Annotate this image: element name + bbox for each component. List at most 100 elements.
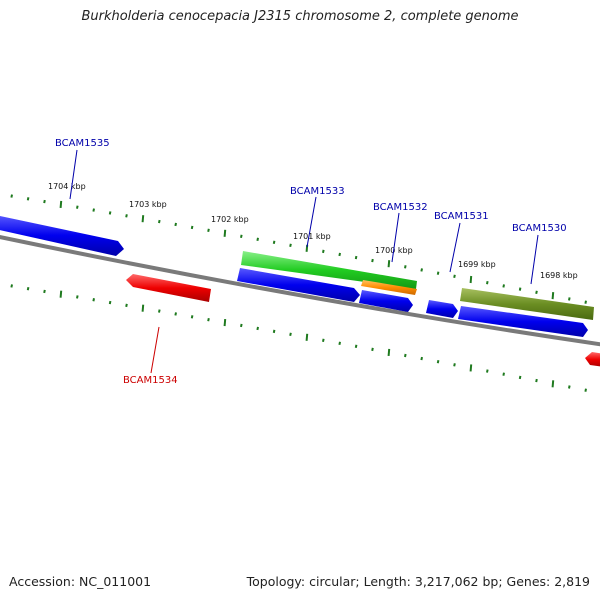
ruler-tick-lower-minor	[108, 300, 112, 305]
ruler-tick-lower-minor	[535, 378, 538, 383]
ruler-tick-lower-minor	[518, 375, 522, 380]
ruler-tick-lower-minor	[190, 315, 194, 319]
feature-bar-green[interactable]	[241, 251, 417, 289]
ruler-tick-upper-minor	[174, 222, 177, 227]
gene-arrow-bcam1535[interactable]	[0, 215, 124, 256]
ruler-tick-upper-minor	[371, 258, 374, 263]
leader-line-bcam1535	[69, 149, 78, 200]
ruler-tick-upper-minor	[535, 290, 538, 295]
ruler-tick-lower-minor	[207, 317, 210, 322]
ruler-tick-lower-minor	[158, 309, 161, 313]
gene-label-bcam1533[interactable]: BCAM1533	[290, 186, 345, 197]
ruler-tick-upper-minor	[76, 205, 79, 209]
ruler-tick-upper-minor	[10, 194, 13, 198]
ruler-tick-lower-minor	[420, 356, 423, 361]
ruler-tick-lower-minor	[10, 284, 13, 288]
ruler-tick-upper-minor	[338, 252, 341, 257]
genome-backbone	[0, 235, 600, 347]
ruler-tick-lower-minor	[43, 289, 46, 294]
ruler-tick-upper-minor	[584, 300, 587, 304]
ruler-tick-lower-minor	[486, 369, 489, 373]
ruler-tick-lower-major	[59, 290, 63, 298]
ruler-label-1704: 1704 kbp	[48, 182, 86, 191]
ruler-tick-upper-major	[59, 200, 63, 208]
ruler-tick-lower-minor	[453, 363, 456, 367]
ruler-tick-upper-major	[141, 215, 145, 223]
ruler-tick-upper-minor	[502, 284, 505, 288]
ruler-tick-lower-major	[469, 364, 473, 372]
ruler-tick-upper-minor	[108, 211, 112, 215]
ruler-tick-lower-minor	[272, 329, 276, 334]
ruler-tick-lower-major	[141, 304, 145, 312]
ruler-tick-upper-minor	[420, 268, 423, 272]
ruler-tick-lower-minor	[26, 287, 30, 291]
ruler-tick-upper-minor	[256, 237, 259, 241]
ruler-label-1703: 1703 kbp	[129, 200, 167, 209]
gene-arrow-bcam1531[interactable]	[426, 300, 458, 318]
ruler-tick-lower-minor	[436, 359, 440, 364]
ruler-tick-upper-minor	[207, 228, 210, 233]
feature-bar-olive[interactable]	[460, 288, 594, 320]
ruler-tick-upper-minor	[26, 197, 30, 201]
ruler-tick-upper-minor	[354, 255, 358, 260]
ruler-tick-upper-minor	[125, 214, 128, 218]
leader-line-bcam1532	[391, 212, 400, 263]
gene-label-bcam1530[interactable]: BCAM1530	[512, 223, 567, 234]
ruler-tick-upper-minor	[518, 287, 522, 291]
accession-text: Accession: NC_011001	[9, 574, 152, 589]
ruler-tick-lower-minor	[322, 338, 325, 342]
ruler-tick-lower-minor	[256, 326, 259, 331]
ruler-tick-upper-minor	[436, 271, 440, 275]
ruler-tick-lower-major	[305, 333, 309, 341]
ruler-tick-upper-minor	[240, 234, 243, 238]
ruler-tick-upper-minor	[322, 249, 325, 254]
ruler-tick-lower-minor	[354, 344, 358, 349]
gene-label-bcam1535[interactable]: BCAM1535	[55, 138, 110, 149]
ruler-tick-upper-minor	[92, 208, 95, 212]
ruler-tick-lower-minor	[404, 353, 407, 358]
ruler-tick-lower-minor	[502, 372, 505, 376]
lower-tick-row	[10, 284, 587, 392]
gene-arrow-bcam1532[interactable]	[359, 290, 413, 312]
ruler-label-1699: 1699 kbp	[458, 260, 496, 269]
ruler-tick-lower-minor	[584, 388, 587, 392]
ruler-label-1702: 1702 kbp	[211, 215, 249, 224]
leader-line-bcam1533	[306, 196, 317, 248]
gene-arrow-bcam1533[interactable]	[237, 268, 360, 302]
ruler-tick-upper-minor	[43, 199, 46, 204]
gene-arrow-bcam1530[interactable]	[458, 306, 588, 337]
ruler-tick-upper-minor	[453, 274, 456, 278]
ruler-label-1701: 1701 kbp	[293, 232, 331, 241]
gene-label-bcam1531[interactable]: BCAM1531	[434, 211, 489, 222]
ruler-tick-lower-minor	[568, 385, 571, 389]
ruler-label-1698: 1698 kbp	[540, 271, 578, 280]
feature-bar-orange[interactable]	[361, 280, 417, 295]
gene-label-bcam1534[interactable]: BCAM1534	[123, 375, 178, 386]
ruler-tick-upper-minor	[289, 243, 292, 247]
ruler-tick-lower-minor	[289, 332, 292, 337]
genome-summary-text: Topology: circular; Length: 3,217,062 bp…	[246, 574, 590, 589]
ruler-tick-lower-minor	[371, 347, 374, 352]
gene-arrow-bcam1534[interactable]	[126, 274, 211, 302]
ruler-tick-upper-minor	[190, 225, 194, 230]
ruler-tick-upper-minor	[158, 219, 161, 224]
gene-arrow-partial-right[interactable]	[585, 352, 600, 367]
ruler-tick-upper-major	[387, 260, 391, 268]
ruler-tick-lower-minor	[92, 298, 95, 302]
leader-line-bcam1531	[449, 222, 461, 273]
ruler-tick-lower-minor	[76, 295, 79, 299]
ruler-tick-lower-minor	[240, 323, 243, 328]
ruler-tick-lower-major	[387, 348, 391, 357]
ruler-tick-upper-major	[223, 229, 227, 237]
upper-tick-row	[10, 194, 587, 304]
ruler-tick-lower-minor	[125, 303, 128, 308]
ruler-tick-lower-major	[551, 380, 555, 388]
ruler-tick-upper-minor	[272, 240, 276, 244]
gene-label-bcam1532[interactable]: BCAM1532	[373, 202, 428, 213]
leader-line-bcam1534	[150, 326, 160, 374]
ruler-tick-upper-minor	[568, 297, 571, 301]
ruler-tick-lower-minor	[338, 341, 341, 346]
map-title: Burkholderia cenocepacia J2315 chromosom…	[81, 9, 519, 24]
leader-line-bcam1530	[530, 234, 539, 285]
